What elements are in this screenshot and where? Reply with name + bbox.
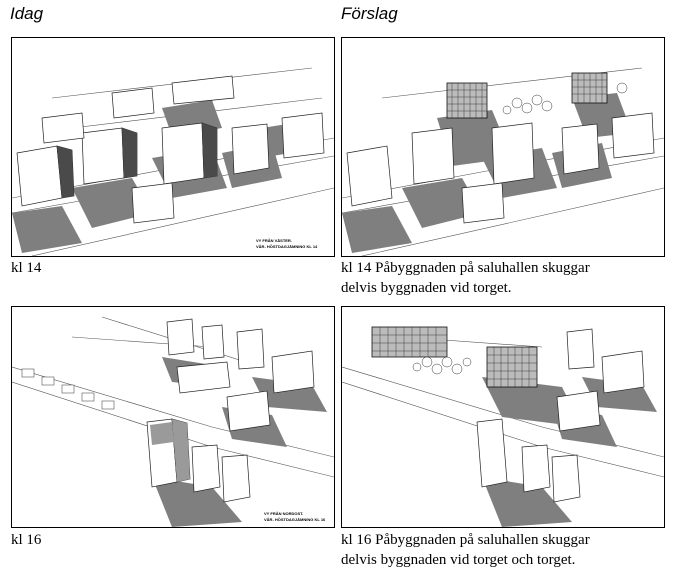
shadow-render-today-16: [12, 316, 334, 527]
shadow-render-proposal-14: [342, 67, 664, 256]
caption-proposal-14-line1: kl 14 Påbyggnaden på saluhallen skuggar: [341, 260, 590, 276]
shadow-study-proposal-16: [341, 306, 665, 528]
view-stamp-line2: VÅR- HÖSTDAGJÄMNING KL 14: [256, 244, 318, 249]
caption-today-14: kl 14: [11, 260, 42, 276]
caption-proposal-14-line2: delvis byggnaden vid torget.: [341, 280, 512, 296]
caption-today-16: kl 16: [11, 532, 42, 548]
shadow-study-proposal-14: [341, 37, 665, 257]
shadow-render-today-14: [12, 67, 334, 256]
caption-proposal-16-line1: kl 16 Påbyggnaden på saluhallen skuggar: [341, 532, 590, 548]
shadow-study-today-16: VY FRÅN NORDOST. VÅR- HÖSTDAGJÄMNING KL …: [11, 306, 335, 528]
caption-proposal-16-line2: delvis byggnaden vid torget och torget.: [341, 552, 576, 568]
view-stamp-line2: VÅR- HÖSTDAGJÄMNING KL 16: [264, 517, 326, 522]
column-header-proposal: Förslag: [341, 4, 398, 23]
view-stamp-line1: VY FRÅN VÄSTER.: [256, 238, 292, 243]
view-stamp-line1: VY FRÅN NORDOST.: [264, 511, 304, 516]
shadow-study-today-14: VY FRÅN VÄSTER. VÅR- HÖSTDAGJÄMNING KL 1…: [11, 37, 335, 257]
shadow-render-proposal-16: [342, 326, 664, 527]
column-header-today: Idag: [10, 4, 44, 23]
